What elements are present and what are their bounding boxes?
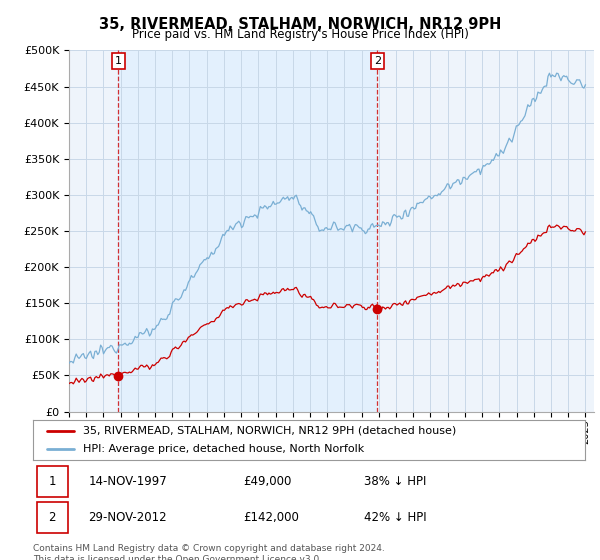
- Text: 14-NOV-1997: 14-NOV-1997: [88, 475, 167, 488]
- Text: 1: 1: [115, 56, 122, 66]
- Bar: [37, 466, 68, 497]
- Text: Contains HM Land Registry data © Crown copyright and database right 2024.
This d: Contains HM Land Registry data © Crown c…: [33, 544, 385, 560]
- Text: 2: 2: [49, 511, 56, 524]
- Text: 35, RIVERMEAD, STALHAM, NORWICH, NR12 9PH: 35, RIVERMEAD, STALHAM, NORWICH, NR12 9P…: [99, 17, 501, 32]
- Bar: [37, 502, 68, 533]
- Bar: [118, 50, 377, 412]
- Text: £49,000: £49,000: [243, 475, 291, 488]
- Text: £142,000: £142,000: [243, 511, 299, 524]
- Text: HPI: Average price, detached house, North Norfolk: HPI: Average price, detached house, Nort…: [83, 445, 364, 454]
- Text: 29-NOV-2012: 29-NOV-2012: [88, 511, 167, 524]
- Text: Price paid vs. HM Land Registry's House Price Index (HPI): Price paid vs. HM Land Registry's House …: [131, 28, 469, 41]
- Text: 1: 1: [49, 475, 56, 488]
- Text: 2: 2: [374, 56, 381, 66]
- Text: 35, RIVERMEAD, STALHAM, NORWICH, NR12 9PH (detached house): 35, RIVERMEAD, STALHAM, NORWICH, NR12 9P…: [83, 426, 456, 436]
- Text: 42% ↓ HPI: 42% ↓ HPI: [364, 511, 427, 524]
- Text: 38% ↓ HPI: 38% ↓ HPI: [364, 475, 427, 488]
